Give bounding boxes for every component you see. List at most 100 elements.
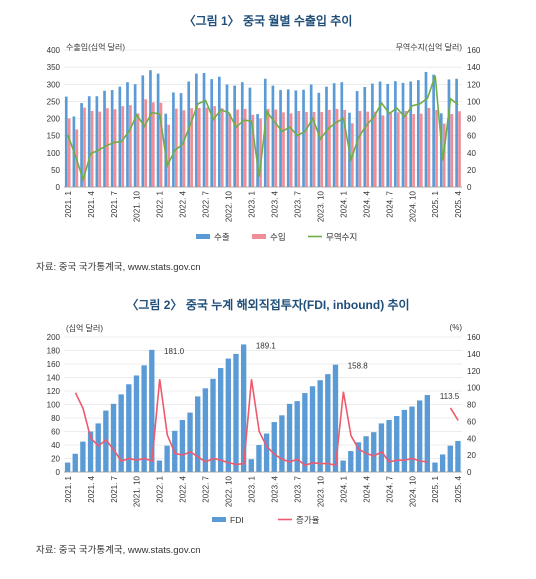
chart1-x-tick-label: 2021. 10 <box>133 190 142 222</box>
chart1-right-tick-label: 60 <box>467 132 476 141</box>
chart1-bar-수출 <box>110 90 114 187</box>
chart2-bar-FDI <box>202 388 209 472</box>
chart2-left-tick-label: 20 <box>51 455 60 464</box>
chart1-x-tick-label: 2022. 4 <box>179 190 188 217</box>
chart2-left-tick-label: 140 <box>47 374 61 383</box>
chart1-bar-수입 <box>282 112 285 187</box>
chart2-bar-FDI <box>210 378 216 472</box>
chart1-bar-수입 <box>182 110 186 187</box>
chart2-bar-FDI <box>424 395 431 472</box>
chart2-bar-FDI <box>80 441 86 472</box>
chart1-bar-수입 <box>274 109 278 187</box>
chart1-x-tick-label: 2024. 10 <box>408 190 417 222</box>
chart2-bar-FDI <box>416 400 423 472</box>
chart2-x-tick-label: 2021. 1 <box>64 475 73 502</box>
chart1-bar-수출 <box>271 85 275 187</box>
chart1-bar-수입 <box>412 114 415 187</box>
chart2-bar-FDI <box>141 365 147 472</box>
chart1-bar-수입 <box>419 113 423 187</box>
chart2-bar-FDI <box>256 445 262 472</box>
chart1-bar-수입 <box>312 111 316 187</box>
chart2-x-tick-label: 2022. 10 <box>225 475 234 507</box>
chart1-bar-수출 <box>187 81 191 187</box>
chart1-bar-수입 <box>174 108 178 187</box>
chart1-bar-수입 <box>205 107 209 187</box>
chart2-x-tick-label: 2023. 7 <box>293 475 302 502</box>
chart1-right-tick-label: 140 <box>467 63 481 72</box>
chart2-bar-FDI <box>217 368 224 472</box>
chart1-bar-수입 <box>381 115 385 187</box>
chart2-bar-FDI <box>432 462 438 472</box>
chart2-bar-FDI <box>110 403 117 472</box>
chart2-bar-FDI <box>286 403 293 472</box>
chart2-bar-FDI <box>225 358 232 472</box>
chart2-bar-FDI <box>126 384 132 472</box>
chart2-x-tick-label: 2024. 4 <box>362 475 371 502</box>
chart1-x-tick-label: 2024. 4 <box>362 190 371 217</box>
chart1-left-tick-label: 0 <box>56 183 61 192</box>
chart1-bar-수출 <box>386 83 390 187</box>
chart1-x-tick-label: 2022. 1 <box>156 190 165 217</box>
chart2-left-tick-label: 200 <box>47 333 61 342</box>
chart2-x-tick-label: 2021. 7 <box>110 475 119 502</box>
chart2-bar-FDI <box>179 420 186 472</box>
chart1-bar-수출 <box>195 73 198 187</box>
chart1-bar-수출 <box>432 74 435 187</box>
chart1-bar-수출 <box>279 90 282 187</box>
chart1-x-tick-label: 2025. 4 <box>454 190 463 217</box>
chart2-bar-FDI <box>447 445 453 472</box>
chart2-left-tick-label: 40 <box>51 441 60 450</box>
chart2-bar-FDI <box>149 349 155 472</box>
chart2-bar-FDI <box>302 393 308 472</box>
chart1-bar-수입 <box>83 107 86 187</box>
chart1-right-tick-label: 20 <box>467 166 476 175</box>
chart2-right-tick-label: 100 <box>467 384 481 393</box>
chart1-bar-수입 <box>144 99 148 187</box>
chart1-left-tick-label: 250 <box>47 97 61 106</box>
chart1-left-tick-label: 350 <box>47 63 61 72</box>
chart2-bar-FDI <box>263 433 270 472</box>
chart1-bar-수출 <box>179 93 183 187</box>
chart1-bar-수입 <box>213 106 216 187</box>
chart2-x-tick-label: 2021. 4 <box>87 475 96 502</box>
chart2-bar-FDI <box>271 422 277 472</box>
chart1-bar-수출 <box>286 89 290 187</box>
chart2-bar-FDI <box>371 432 377 472</box>
chart2-x-tick-label: 2025. 1 <box>431 475 440 502</box>
chart1-bar-수입 <box>251 114 255 187</box>
chart2-bar-FDI <box>378 423 385 472</box>
chart1-bar-수입 <box>305 111 308 187</box>
chart2-bar-FDI <box>317 380 323 472</box>
chart1-x-tick-label: 2022. 7 <box>202 190 211 217</box>
chart1-bar-수출 <box>317 92 321 187</box>
chart2-left-tick-label: 60 <box>51 428 60 437</box>
chart1-bar-수입 <box>389 113 392 187</box>
chart1-bar-수입 <box>136 113 140 187</box>
chart1-right-tick-label: 0 <box>467 183 472 192</box>
chart1-legend-swatch-수출 <box>196 234 210 239</box>
chart2-bar-FDI <box>309 386 316 472</box>
chart1-bar-수출 <box>455 78 458 187</box>
chart2-bar-FDI <box>294 401 300 472</box>
chart1-bar-수입 <box>243 108 247 187</box>
chart2-left-tick-label: 0 <box>56 468 61 477</box>
chart1-bar-수입 <box>106 108 109 187</box>
chart2-data-label: 113.5 <box>440 392 460 401</box>
chart1-bar-수입 <box>358 110 362 187</box>
chart2-left-tick-label: 180 <box>47 347 61 356</box>
chart1-bar-수출 <box>309 84 313 187</box>
chart1-legend-label-수입: 수입 <box>270 232 286 242</box>
chart2-legend-label-증가율: 증가율 <box>296 515 320 525</box>
chart2-right-tick-label: 140 <box>467 350 481 359</box>
chart1-x-tick-label: 2025. 1 <box>431 190 440 217</box>
chart1-right-tick-label: 40 <box>467 149 476 158</box>
chart1-bar-수출 <box>233 85 236 187</box>
chart2-right-tick-label: 60 <box>467 417 476 426</box>
chart1-bar-수입 <box>297 110 301 187</box>
chart1-bar-수입 <box>129 105 132 187</box>
chart1-legend-label-무역수지: 무역수지 <box>326 232 357 242</box>
chart2-x-tick-label: 2025. 4 <box>454 475 463 502</box>
chart1-bar-수출 <box>217 76 221 187</box>
chart1-bar-수출 <box>133 84 137 187</box>
chart1-bar-수입 <box>458 111 461 187</box>
